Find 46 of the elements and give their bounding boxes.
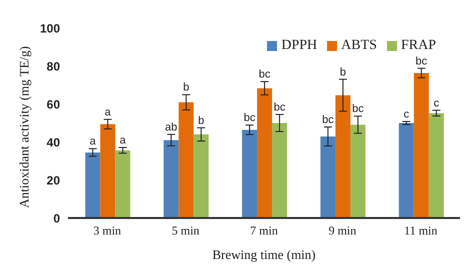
legend-label: FRAP [400,38,436,53]
y-tick-label: 80 [46,59,60,74]
bar [350,124,366,218]
data-label: a [120,134,127,147]
data-label: a [90,136,97,148]
y-tick-label: 60 [46,97,60,112]
bar [398,123,414,218]
x-axis-title: Brewing time (min) [212,247,316,262]
data-label: bc [274,101,286,114]
y-tick-label: 40 [46,135,60,150]
y-tick-label: 0 [53,211,60,226]
y-tick-label: 100 [40,21,60,36]
data-label: bc [258,68,271,81]
bar [178,102,194,218]
bar [428,113,444,218]
x-tick-label: 5 min [172,224,200,238]
data-label: bc [322,114,334,126]
data-label: c [434,97,440,110]
y-tick-label: 20 [46,173,60,188]
data-label: bc [352,103,364,116]
bar [115,150,130,218]
data-label: b [183,82,190,94]
bar [242,130,258,218]
data-label: bc [416,55,428,68]
bar [320,136,336,218]
bar [272,123,288,218]
bar [100,124,116,218]
legend-label: DPPH [281,38,318,53]
x-tick-label: 11 min [404,224,438,238]
bar [335,95,350,218]
x-tick-label: 9 min [328,224,356,238]
data-label: b [340,66,346,78]
legend-label: ABTS [341,38,377,53]
bar [85,152,100,218]
data-label: ab [165,121,178,134]
x-tick-label: 7 min [250,224,278,238]
y-axis-title: Antioxidant activity (mg TE/g) [16,46,32,208]
bar [164,140,179,218]
data-label: c [404,108,410,120]
bar [257,88,272,218]
x-tick-label: 3 min [93,224,122,238]
bar [414,73,429,218]
data-label: bc [244,112,256,124]
data-label: a [104,106,112,118]
bar [194,134,209,218]
data-label: b [198,114,204,127]
